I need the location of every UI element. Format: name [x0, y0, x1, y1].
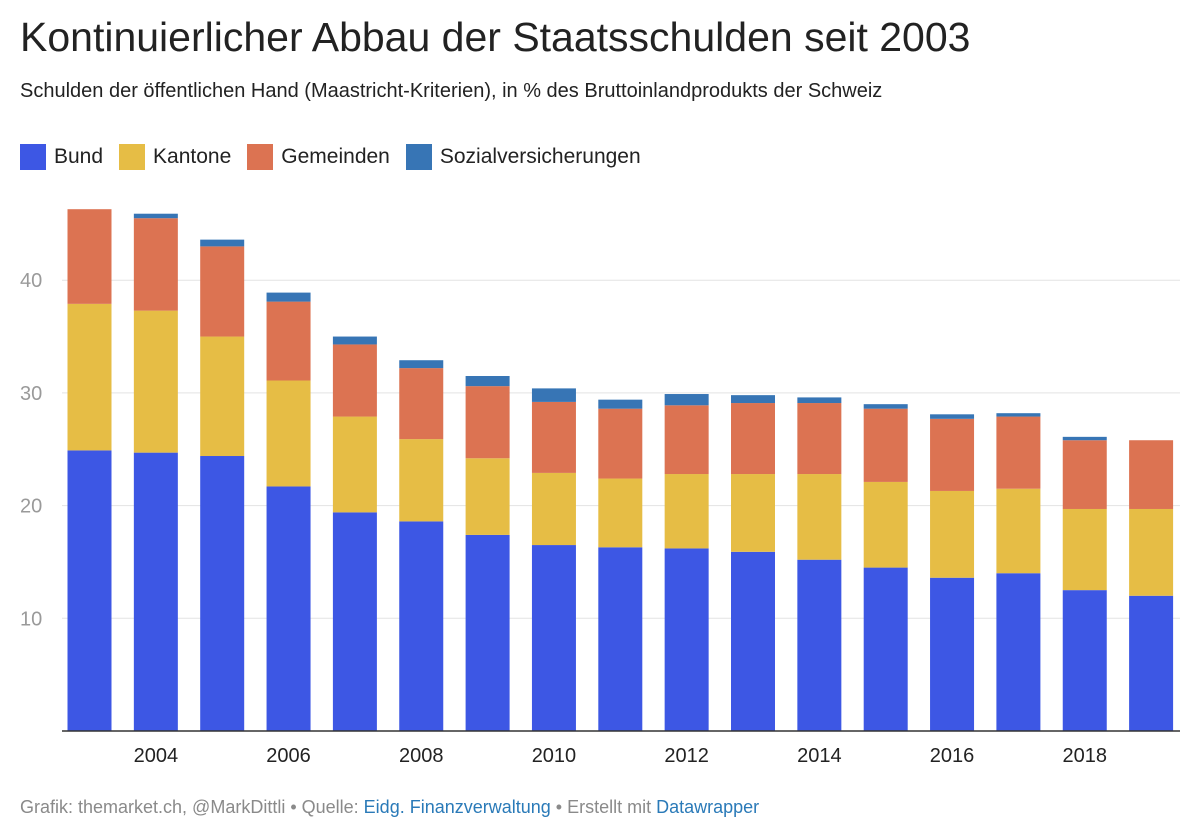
- bar-sozialversicherungen-2018: [1062, 436, 1107, 441]
- y-tick-label-10: 10: [20, 608, 42, 630]
- bar-gemeinden-2011: [598, 408, 643, 479]
- bar-bund-2006: [266, 486, 311, 731]
- legend: Bund Kantone Gemeinden Sozialversicherun…: [20, 144, 657, 170]
- bar-bund-2007: [332, 512, 377, 731]
- bar-sozialversicherungen-2006: [266, 292, 311, 302]
- bar-gemeinden-2003: [67, 209, 112, 304]
- footer-middle: • Erstellt mit: [550, 797, 657, 817]
- bar-sozialversicherungen-2013: [731, 395, 775, 404]
- bar-kantone-2011: [598, 478, 643, 548]
- x-tick-label-2010: 2010: [532, 745, 577, 767]
- bar-gemeinden-2015: [863, 408, 908, 482]
- x-tick-label-2006: 2006: [266, 745, 311, 767]
- y-tick-label-30: 30: [20, 383, 42, 405]
- bar-gemeinden-2009: [465, 386, 510, 459]
- bar-sozialversicherungen-2015: [863, 404, 908, 409]
- y-tick-label-40: 40: [20, 270, 42, 292]
- legend-label-gemeinden: Gemeinden: [281, 145, 390, 168]
- bar-kantone-2008: [399, 439, 444, 522]
- bar-gemeinden-2014: [797, 403, 842, 475]
- bar-gemeinden-2006: [266, 301, 311, 381]
- bar-gemeinden-2008: [399, 368, 444, 440]
- bar-sozialversicherungen-2009: [465, 376, 510, 387]
- bar-kantone-2015: [863, 481, 908, 568]
- legend-label-sozialversicherungen: Sozialversicherungen: [439, 145, 641, 168]
- datawrapper-link[interactable]: Datawrapper: [656, 797, 760, 817]
- chart-subtitle: Schulden der öffentlichen Hand (Maastric…: [20, 80, 883, 102]
- footer-credits: Grafik: themarket.ch, @MarkDittli • Quel…: [20, 797, 759, 818]
- bar-bund-2011: [598, 547, 643, 731]
- x-tick-label-2004: 2004: [134, 745, 179, 767]
- legend-item-bund: Bund: [20, 144, 103, 170]
- legend-item-sozialversicherungen: Sozialversicherungen: [405, 144, 641, 170]
- bar-kantone-2019: [1129, 508, 1174, 596]
- bar-kantone-2004: [133, 310, 178, 453]
- bar-gemeinden-2019: [1129, 440, 1174, 509]
- bar-kantone-2017: [996, 488, 1041, 574]
- legend-swatch-sozialversicherungen: [405, 144, 432, 170]
- bar-kantone-2014: [797, 474, 842, 560]
- bar-kantone-2007: [332, 416, 377, 513]
- bar-sozialversicherungen-2016: [930, 414, 975, 419]
- bar-bund-2003: [67, 450, 112, 731]
- legend-swatch-bund: [20, 144, 46, 170]
- bar-gemeinden-2012: [664, 405, 709, 475]
- bar-kantone-2003: [67, 303, 112, 451]
- bar-sozialversicherungen-2017: [996, 413, 1041, 417]
- bar-bund-2010: [531, 545, 576, 731]
- bar-kantone-2016: [930, 490, 975, 578]
- x-tick-label-2012: 2012: [664, 745, 709, 767]
- bar-gemeinden-2013: [731, 403, 775, 475]
- bar-bund-2014: [797, 559, 842, 731]
- bar-bund-2012: [664, 548, 709, 731]
- bar-bund-2018: [1062, 590, 1107, 732]
- bar-kantone-2018: [1062, 508, 1107, 591]
- bar-sozialversicherungen-2010: [531, 388, 576, 402]
- bar-gemeinden-2005: [200, 246, 245, 337]
- bar-sozialversicherungen-2014: [797, 397, 842, 404]
- bar-sozialversicherungen-2008: [399, 360, 444, 369]
- bar-bund-2008: [399, 521, 444, 731]
- bar-sozialversicherungen-2007: [332, 336, 377, 345]
- bar-gemeinden-2018: [1062, 440, 1107, 509]
- bar-bund-2005: [200, 456, 245, 731]
- y-tick-label-20: 20: [20, 496, 42, 518]
- bar-gemeinden-2004: [133, 218, 178, 311]
- bar-sozialversicherungen-2011: [598, 399, 643, 409]
- x-tick-label-2018: 2018: [1063, 745, 1108, 767]
- bar-sozialversicherungen-2005: [200, 239, 245, 247]
- bar-kantone-2013: [731, 474, 775, 552]
- bar-sozialversicherungen-2004: [133, 213, 178, 219]
- legend-swatch-gemeinden: [247, 144, 274, 170]
- bar-bund-2015: [863, 567, 908, 731]
- chart-title: Kontinuierlicher Abbau der Staatsschulde…: [20, 14, 971, 60]
- bar-kantone-2010: [531, 472, 576, 546]
- legend-item-gemeinden: Gemeinden: [247, 144, 390, 170]
- bar-kantone-2009: [465, 458, 510, 535]
- bar-kantone-2012: [664, 474, 709, 549]
- legend-item-kantone: Kantone: [119, 144, 231, 170]
- bar-bund-2017: [996, 573, 1041, 731]
- source-link[interactable]: Eidg. Finanzverwaltung: [363, 797, 551, 817]
- bar-bund-2004: [133, 452, 178, 731]
- footer-prefix: Grafik: themarket.ch, @MarkDittli • Quel…: [20, 797, 364, 817]
- bar-gemeinden-2010: [531, 401, 576, 473]
- legend-label-bund: Bund: [54, 145, 104, 168]
- bar-bund-2009: [465, 534, 510, 731]
- x-tick-label-2016: 2016: [930, 745, 975, 767]
- legend-label-kantone: Kantone: [153, 145, 232, 168]
- bar-bund-2016: [930, 577, 975, 731]
- bar-gemeinden-2016: [930, 418, 975, 491]
- bar-kantone-2005: [200, 336, 245, 457]
- bar-kantone-2006: [266, 380, 311, 487]
- x-tick-label-2008: 2008: [399, 745, 444, 767]
- bar-sozialversicherungen-2012: [664, 394, 709, 406]
- bar-bund-2019: [1129, 595, 1174, 731]
- bar-gemeinden-2007: [332, 344, 377, 417]
- x-tick-label-2014: 2014: [797, 745, 842, 767]
- legend-swatch-kantone: [119, 144, 146, 170]
- bar-bund-2013: [731, 551, 775, 731]
- bar-gemeinden-2017: [996, 416, 1041, 489]
